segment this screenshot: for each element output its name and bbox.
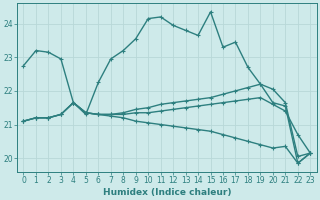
- X-axis label: Humidex (Indice chaleur): Humidex (Indice chaleur): [103, 188, 231, 197]
